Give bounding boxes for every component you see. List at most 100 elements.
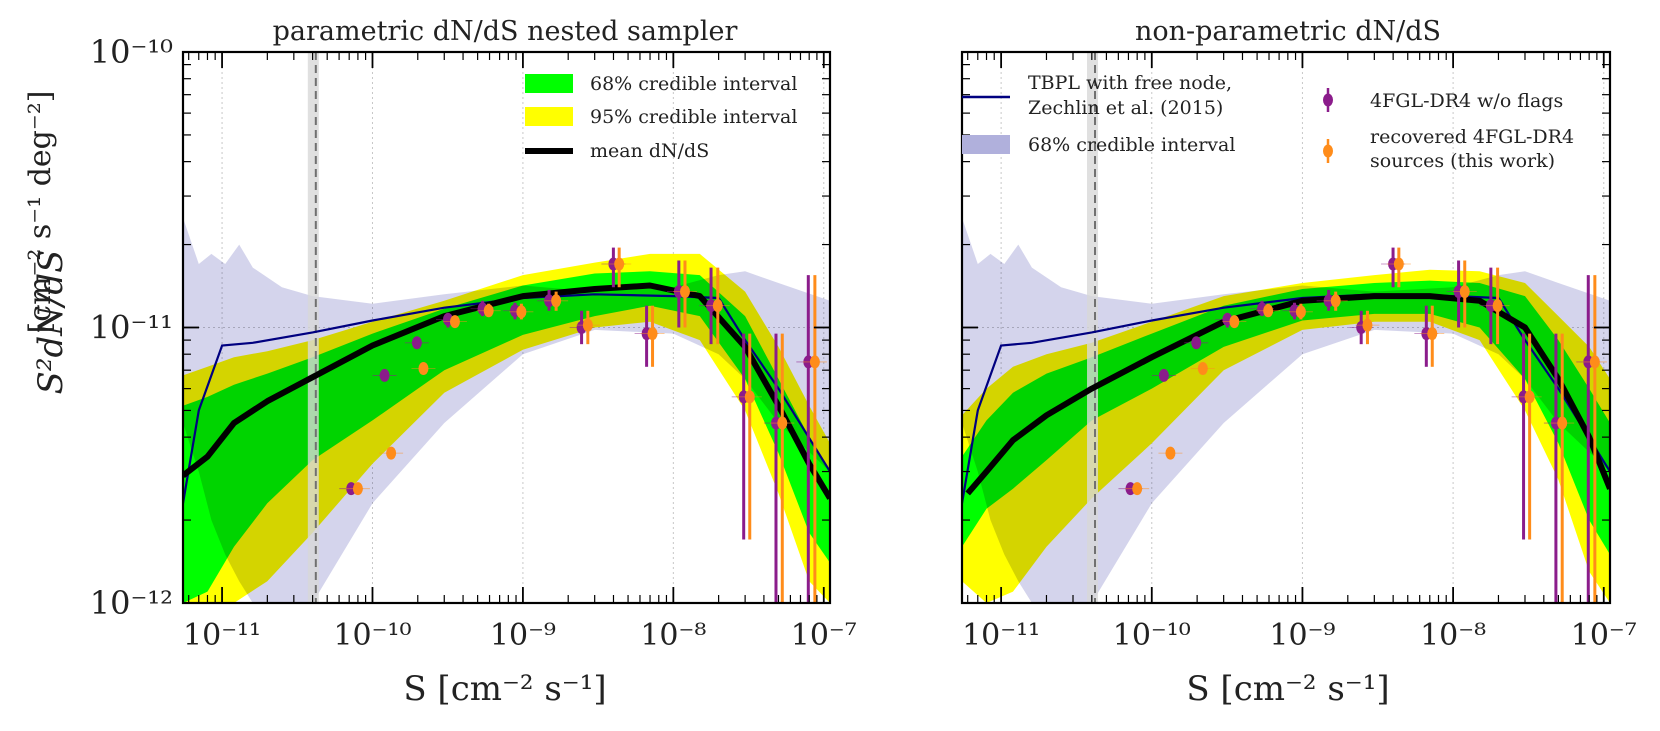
recovered-point-marker — [551, 294, 562, 308]
mean-line — [965, 293, 1610, 496]
x-tick-label: 10⁻⁸ — [640, 618, 706, 653]
recovered-point — [575, 310, 600, 345]
recovered-point — [737, 333, 762, 540]
recovered-point-marker — [744, 390, 755, 404]
panel-non-parametric: non-parametric dN/dS 10⁻¹¹ 10⁻¹⁰ 10⁻⁹ 10⁻⁸ 1… — [960, 16, 1637, 709]
x-axis-label: S [cm⁻² s⁻¹] — [403, 669, 606, 709]
legend-label-comparison-band: 68% credible interval — [1028, 134, 1235, 156]
recovered-point — [1550, 333, 1575, 603]
y-axis-label-units: [cm⁻² s⁻¹ deg⁻²] — [23, 91, 58, 334]
recovered-point-marker — [777, 416, 788, 430]
legend-label-recovered-line1: recovered 4FGL-DR4 — [1370, 126, 1574, 148]
recovered-point — [509, 303, 534, 320]
x-axis-label: S [cm⁻² s⁻¹] — [1186, 669, 1389, 709]
recovered-point — [379, 446, 404, 460]
recovered-point — [705, 267, 730, 345]
y-tick-label: 10⁻¹⁰ — [90, 33, 173, 71]
recovered-point — [770, 333, 795, 603]
recovered-point — [1485, 267, 1510, 345]
recovered-point — [1190, 361, 1215, 375]
recovered-point — [1355, 310, 1380, 345]
recovered-point-marker — [449, 315, 460, 329]
recovered-point-marker — [1330, 294, 1341, 308]
plot-area — [960, 50, 1612, 605]
recovered-point — [1256, 303, 1281, 318]
recovered-point-marker — [712, 299, 723, 313]
x-tick-label: 10⁻⁷ — [791, 618, 857, 653]
recovered-point-marker — [1165, 446, 1176, 460]
axis-ticks: 10⁻¹¹ 10⁻¹⁰ 10⁻⁹ 10⁻⁸ 10⁻⁷ 10⁻¹² 10⁻¹¹ 10⁻¹⁰ — [90, 33, 857, 653]
recovered-point — [1420, 305, 1445, 367]
recovered-point — [802, 275, 827, 603]
recovered-point — [1386, 247, 1411, 288]
panel-parametric: parametric dN/dS nested sampler 10⁻¹¹ 10⁻… — [90, 16, 857, 709]
fgl-point-marker — [1158, 368, 1169, 382]
x-tick-label: 10⁻¹⁰ — [1113, 618, 1191, 653]
recovered-point-marker — [1524, 390, 1535, 404]
fgl-point-marker — [379, 368, 390, 382]
legend: 68% credible interval 95% credible inter… — [525, 73, 797, 162]
recovered-point-marker — [1229, 315, 1240, 329]
recovered-point — [411, 361, 436, 375]
x-tick-label: 10⁻⁹ — [1269, 618, 1335, 653]
recovered-point-marker — [1263, 304, 1274, 318]
recovered-point — [1222, 315, 1247, 329]
recovered-point-marker — [1295, 305, 1306, 319]
legend-label-mean: mean dN/dS — [590, 140, 709, 162]
fgl-point — [1151, 368, 1176, 382]
recovered-point — [1452, 260, 1477, 328]
x-tick-label: 10⁻¹⁰ — [333, 618, 411, 653]
recovered-point-marker — [809, 355, 820, 369]
band-zechlin-68-interval — [183, 217, 830, 603]
y-axis-label-main: S²dN/dS — [31, 250, 71, 395]
x-tick-label: 10⁻¹¹ — [183, 618, 261, 653]
fgl-point-marker — [1191, 336, 1202, 350]
recovered-point — [1125, 482, 1150, 496]
panel-title: parametric dN/dS nested sampler — [273, 16, 738, 47]
y-tick-label: 10⁻¹¹ — [90, 309, 173, 347]
recovered-point-marker — [516, 305, 527, 319]
legend-swatch-68 — [525, 74, 573, 93]
recovered-point — [544, 291, 569, 311]
recovered-point-marker — [1362, 318, 1373, 332]
recovered-point-marker — [679, 285, 690, 299]
legend-label-tbpl-line1: TBPL with free node, — [1028, 72, 1232, 94]
recovered-point-marker — [1589, 355, 1600, 369]
x-tick-label: 10⁻⁸ — [1420, 618, 1486, 653]
x-tick-label: 10⁻⁷ — [1571, 618, 1637, 653]
recovered-point — [1158, 446, 1183, 460]
recovered-point-marker — [614, 257, 625, 271]
recovered-point — [607, 247, 632, 288]
recovered-point-marker — [647, 327, 658, 341]
legend-label-recovered-line2: sources (this work) — [1370, 150, 1555, 172]
recovered-point-marker — [352, 482, 363, 496]
recovered-point — [1582, 275, 1607, 603]
threshold-band — [307, 52, 319, 603]
legend-label-tbpl-line2: Zechlin et al. (2015) — [1028, 97, 1223, 119]
y-axis-label: S²dN/dS [cm⁻² s⁻¹ deg⁻²] — [23, 91, 71, 395]
threshold-band — [1087, 52, 1099, 603]
axis-ticks: 10⁻¹¹ 10⁻¹⁰ 10⁻⁹ 10⁻⁸ 10⁻⁷ — [962, 51, 1637, 653]
recovered-point-marker — [582, 318, 593, 332]
recovered-point — [1517, 333, 1542, 540]
mean-line — [183, 282, 830, 500]
legend-swatch-comparison-band — [962, 135, 1010, 154]
recovered-point — [1288, 303, 1313, 320]
recovered-point — [345, 482, 370, 496]
recovered-point-marker — [483, 304, 494, 318]
legend-swatch-fgl — [1323, 88, 1333, 112]
legend-label-95: 95% credible interval — [590, 106, 797, 128]
legend-swatch-recovered — [1323, 139, 1333, 163]
recovered-point-marker — [1492, 299, 1503, 313]
recovered-point-marker — [418, 361, 429, 375]
panel-title: non-parametric dN/dS — [1135, 16, 1441, 47]
recovered-point — [672, 260, 697, 328]
recovered-point-marker — [1132, 482, 1143, 496]
legend-swatch-95 — [525, 107, 573, 126]
recovered-point-marker — [1393, 257, 1404, 271]
recovered-point — [1323, 291, 1348, 311]
legend-label-68: 68% credible interval — [590, 73, 797, 95]
plot-area — [181, 50, 832, 605]
recovered-point-marker — [1197, 361, 1208, 375]
